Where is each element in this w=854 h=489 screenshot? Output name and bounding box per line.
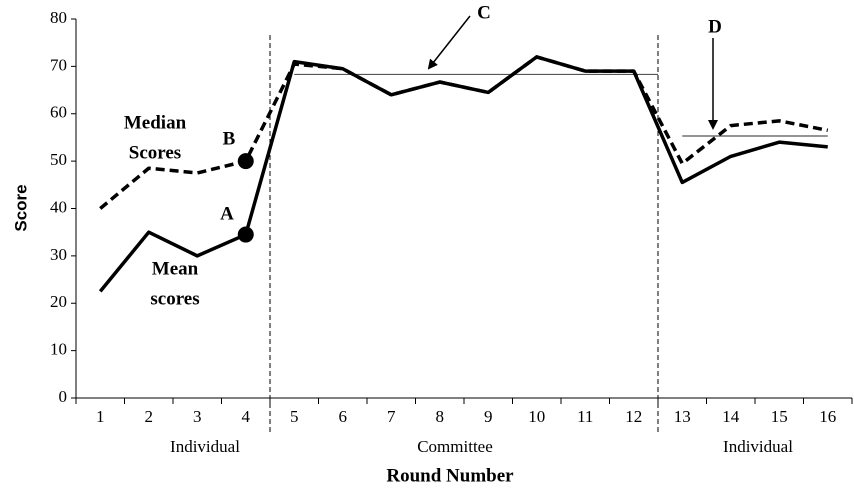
x-tick-label: 15 xyxy=(771,407,788,426)
x-tick-label: 16 xyxy=(819,407,836,426)
x-tick-label: 13 xyxy=(674,407,691,426)
y-tick-label: 50 xyxy=(50,150,67,169)
x-tick-label: 12 xyxy=(625,407,642,426)
annotation: B xyxy=(223,128,236,149)
x-tick-label: 8 xyxy=(436,407,445,426)
x-axis-label: Round Number xyxy=(386,465,514,486)
phase-label: Individual xyxy=(170,437,240,456)
annotation: Median xyxy=(124,112,187,133)
y-tick-label: 0 xyxy=(59,387,68,406)
y-tick-label: 30 xyxy=(50,245,67,264)
x-tick-label: 7 xyxy=(387,407,396,426)
x-tick-label: 1 xyxy=(96,407,105,426)
x-tick-label: 6 xyxy=(339,407,348,426)
x-tick-label: 4 xyxy=(242,407,251,426)
annotation: scores xyxy=(150,288,199,309)
highlight-point xyxy=(237,226,254,243)
mean-line xyxy=(98,55,828,293)
annotation: Scores xyxy=(129,142,181,163)
y-tick-label: 80 xyxy=(50,8,67,27)
phase-label: Individual xyxy=(723,437,793,456)
x-tick-label: 10 xyxy=(528,407,545,426)
x-tick-label: 2 xyxy=(145,407,154,426)
x-tick-label: 14 xyxy=(722,407,740,426)
x-tick-label: 5 xyxy=(290,407,299,426)
y-tick-label: 10 xyxy=(50,340,67,359)
annotation: D xyxy=(708,16,722,37)
annotation: Mean xyxy=(152,258,199,279)
y-tick-label: 40 xyxy=(50,197,67,216)
arrow-c xyxy=(427,15,471,70)
median-line xyxy=(99,55,829,210)
y-tick-label: 20 xyxy=(50,292,67,311)
x-tick-label: 3 xyxy=(193,407,202,426)
annotation: C xyxy=(477,2,491,23)
annotation: A xyxy=(220,203,234,224)
x-tick-label: 9 xyxy=(484,407,493,426)
y-tick-label: 60 xyxy=(50,103,67,122)
y-axis-label: Score xyxy=(11,184,30,231)
highlight-point xyxy=(237,153,254,170)
x-tick-label: 11 xyxy=(577,407,593,426)
y-tick-label: 70 xyxy=(50,55,67,74)
phase-label: Committee xyxy=(417,437,493,456)
